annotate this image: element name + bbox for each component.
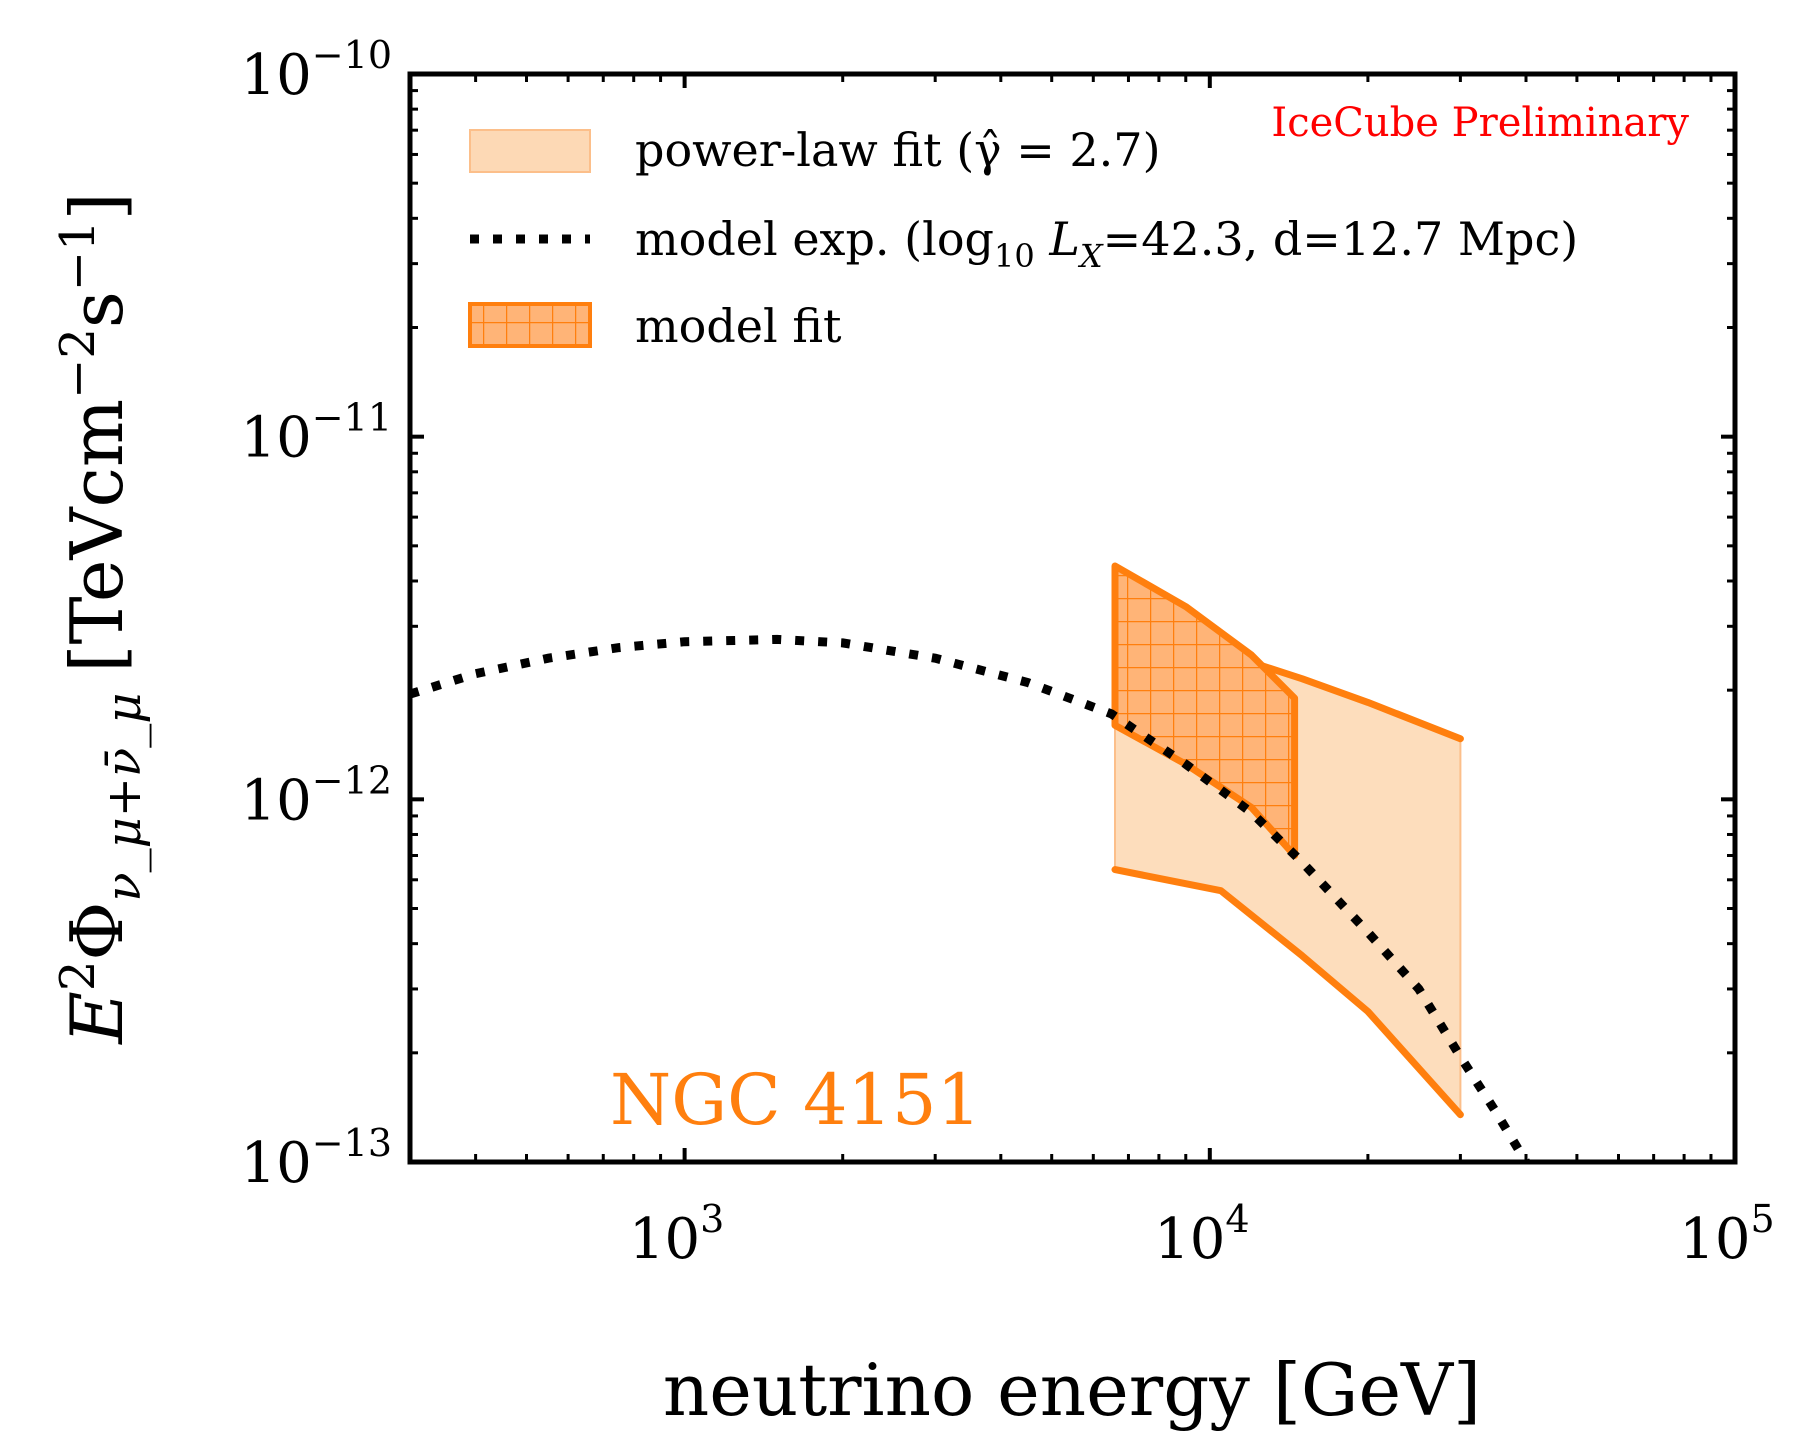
x-tick-label: 104 — [1154, 1197, 1249, 1272]
model-exp-line — [410, 634, 1530, 1162]
y-tick-label: 10−13 — [241, 1121, 392, 1196]
icecube-preliminary-watermark: IceCube Preliminary — [1271, 100, 1689, 146]
fit-bands — [1111, 562, 1464, 1119]
x-tick-labels: 103 104 105 — [629, 1197, 1775, 1272]
y-tick-label: 10−11 — [241, 396, 392, 471]
legend-entry-powerlaw: power-law fit (γ̂ = 2.7) — [469, 123, 1161, 177]
x-tick-label: 103 — [629, 1197, 724, 1272]
x-tick-label: 105 — [1679, 1197, 1774, 1272]
legend-swatch-powerlaw — [469, 129, 591, 173]
y-tick-label: 10−10 — [241, 33, 392, 108]
legend-entry-model-exp: model exp. (log10 LX=42.3, d=12.7 Mpc) — [470, 212, 1578, 275]
model-fit-band-hatch — [1115, 566, 1295, 856]
legend-entry-model-fit: model fit — [468, 299, 842, 353]
source-name-annotation: NGC 4151 — [610, 1059, 981, 1141]
axis-ticks — [408, 72, 1737, 1164]
legend-label-model-fit: model fit — [635, 299, 842, 353]
y-tick-label: 10−12 — [241, 758, 392, 833]
powerlaw-lower-edge — [1111, 866, 1464, 1119]
legend-label-powerlaw: power-law fit (γ̂ = 2.7) — [635, 123, 1161, 177]
legend: power-law fit (γ̂ = 2.7) model exp. (log… — [468, 123, 1578, 353]
plot-frame — [407, 71, 1738, 1165]
y-axis-label: E2Φν_μ+ν̄_μ[TeVcm−2s−1] — [50, 192, 152, 1045]
legend-swatch-model-fit-hatch — [468, 302, 592, 348]
x-axis-label: neutrino energy [GeV] — [663, 1348, 1481, 1432]
legend-label-model-exp: model exp. (log10 LX=42.3, d=12.7 Mpc) — [635, 212, 1578, 275]
y-tick-labels: 10−13 10−12 10−11 10−10 — [241, 33, 392, 1196]
